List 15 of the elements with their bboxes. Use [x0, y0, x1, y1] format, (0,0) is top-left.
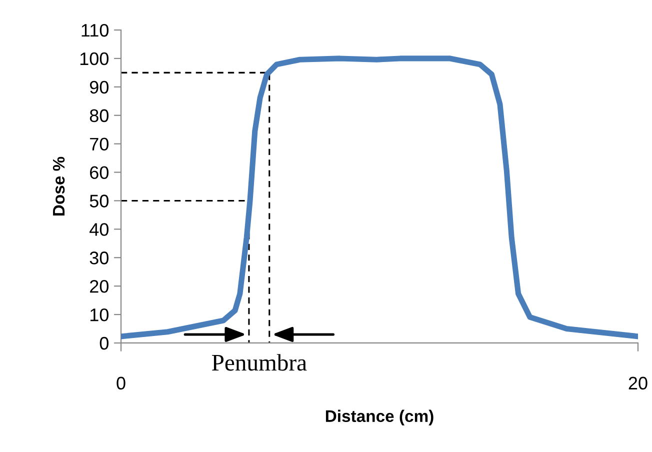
y-tick-label: 60: [90, 166, 108, 179]
y-tick-label: 110: [82, 24, 108, 37]
y-tick-label: 50: [90, 194, 108, 208]
y-tick-label: 0: [100, 336, 108, 350]
y-tick-label: 70: [90, 138, 108, 151]
y-tick-label: 20: [90, 280, 108, 293]
y-tick-label: 40: [90, 223, 108, 236]
y-tick-label: 100: [80, 52, 108, 66]
y-tick-label: 90: [90, 80, 108, 94]
x-axis-title: Distance (cm): [326, 410, 434, 426]
y-tick-label: 10: [90, 308, 108, 322]
y-axis-title: Dose %: [52, 156, 65, 216]
y-tick-label: 30: [90, 252, 108, 264]
y-tick-label: 80: [90, 109, 108, 122]
text: Penumbra: [212, 354, 307, 371]
